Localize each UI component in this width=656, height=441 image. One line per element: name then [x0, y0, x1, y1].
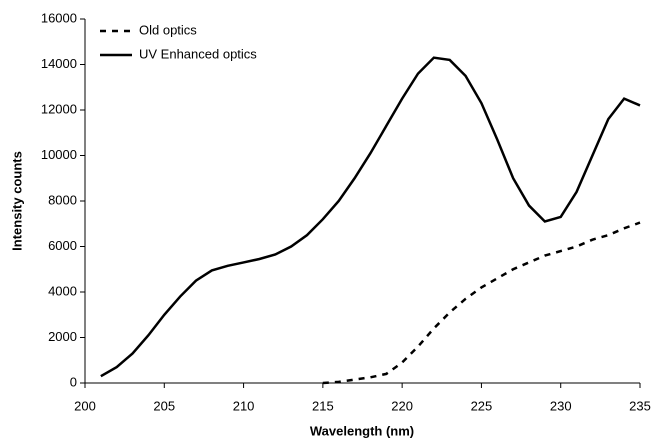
- y-tick-label: 6000: [48, 238, 77, 253]
- x-tick-label: 225: [471, 398, 493, 413]
- series-line: [322, 221, 641, 385]
- x-tick-label: 215: [312, 398, 334, 413]
- y-tick-label: 0: [70, 374, 77, 389]
- y-tick-label: 10000: [41, 147, 77, 162]
- y-tick-label: 2000: [48, 329, 77, 344]
- legend-label: UV Enhanced optics: [139, 46, 257, 61]
- x-tick-label: 220: [391, 398, 413, 413]
- x-tick-label: 230: [550, 398, 572, 413]
- x-tick-label: 205: [153, 398, 175, 413]
- x-axis-title: Wavelength (nm): [310, 423, 414, 438]
- x-tick-label: 200: [74, 398, 96, 413]
- legend-label: Old optics: [139, 22, 197, 37]
- y-axis-title: Intensity counts: [9, 151, 24, 251]
- y-tick-label: 4000: [48, 283, 77, 298]
- y-tick-label: 16000: [41, 10, 77, 25]
- y-tick-label: 14000: [41, 56, 77, 71]
- y-tick-label: 8000: [48, 192, 77, 207]
- y-tick-label: 12000: [41, 101, 77, 116]
- series-line: [100, 56, 641, 378]
- x-tick-label: 210: [233, 398, 255, 413]
- x-tick-label: 235: [629, 398, 651, 413]
